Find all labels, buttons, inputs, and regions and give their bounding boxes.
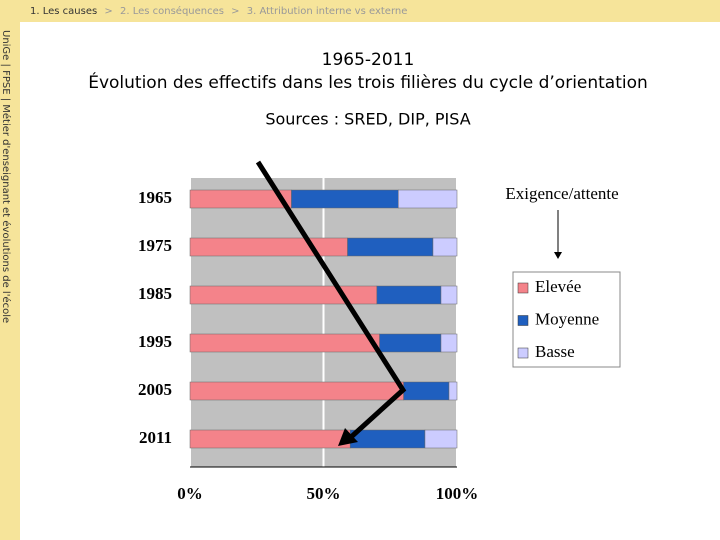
legend-box <box>512 271 621 368</box>
x-tick-label: 100% <box>436 484 479 503</box>
bar-segment <box>291 189 399 209</box>
y-tick-label: 2011 <box>139 428 172 447</box>
breadcrumb-item[interactable]: 1. Les causes <box>30 6 97 17</box>
bar-segment <box>376 285 442 305</box>
legend-swatch <box>517 282 529 294</box>
x-tick-label: 0% <box>177 484 203 503</box>
bar-segment <box>403 381 450 401</box>
legend-title: Exigence/attente <box>505 184 618 203</box>
x-tick-label: 50% <box>307 484 341 503</box>
y-tick-label: 1965 <box>138 188 172 207</box>
bar-segment <box>440 333 458 353</box>
bar-segment <box>424 429 458 449</box>
bar-segment <box>189 237 348 257</box>
chart-title: 1965-2011 <box>322 50 415 70</box>
y-tick-label: 1975 <box>138 236 172 255</box>
breadcrumb-separator: > <box>231 6 239 17</box>
bar-segment <box>189 429 351 449</box>
bar-segment <box>349 429 426 449</box>
legend-swatch <box>517 347 529 359</box>
bar-segment <box>347 237 434 257</box>
header-bar <box>0 0 720 22</box>
bar-segment <box>189 381 404 401</box>
legend-label: Basse <box>535 342 575 361</box>
legend-swatch <box>517 315 529 326</box>
trend-arrow <box>255 160 407 440</box>
sidebar-text: UniGe | FPSE | Métier d'enseignant et év… <box>0 30 12 323</box>
chart-subtitle: Évolution des effectifs dans les trois f… <box>88 71 648 93</box>
bar-segment <box>448 381 458 401</box>
legend-label: Moyenne <box>535 309 599 328</box>
bar-segment <box>189 333 380 353</box>
sidebar-bar <box>0 0 20 540</box>
breadcrumb: 1. Les causes > 2. Les conséquences > 3.… <box>30 5 407 17</box>
y-tick-label: 2005 <box>138 380 172 399</box>
y-tick-label: 1995 <box>138 332 172 351</box>
breadcrumb-item[interactable]: 2. Les conséquences <box>120 5 224 17</box>
bar-segment <box>432 237 458 257</box>
breadcrumb-item[interactable]: 3. Attribution interne vs externe <box>247 6 408 17</box>
chart-source: Sources : SRED, DIP, PISA <box>265 110 470 129</box>
bar-segment <box>379 333 442 353</box>
breadcrumb-separator: > <box>104 6 112 17</box>
bar-segment <box>440 285 458 305</box>
bar-segment <box>398 189 458 209</box>
legend-arrow-head <box>554 252 562 259</box>
legend-label: Elevée <box>535 277 581 296</box>
trend-arrow-head <box>338 428 358 446</box>
y-tick-label: 1985 <box>138 284 172 303</box>
